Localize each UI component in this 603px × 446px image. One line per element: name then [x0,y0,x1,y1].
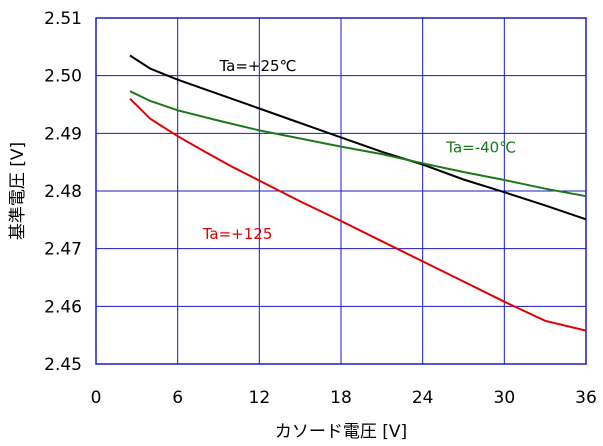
x-tick-label: 12 [249,388,271,408]
y-tick-label: 2.51 [44,9,82,29]
x-tick-label: 6 [172,388,183,408]
x-axis-title: カソード電圧 [V] [275,422,407,442]
y-tick-label: 2.46 [44,297,82,317]
grid-lines [96,18,586,364]
y-tick-label: 2.49 [44,124,82,144]
series-label: Ta=+125 [202,225,273,243]
series-lines [130,56,586,331]
series-line [130,56,586,220]
x-tick-label: 30 [494,388,516,408]
x-tick-label: 36 [575,388,597,408]
y-tick-label: 2.50 [44,67,82,87]
y-axis-ticks: 2.45 2.46 2.47 2.48 2.49 2.50 2.51 [44,9,82,375]
y-axis-title: 基準電圧 [V] [8,142,28,240]
series-label: Ta=+25℃ [218,57,296,75]
x-axis-ticks: 0 6 12 18 24 30 36 [91,388,597,408]
x-tick-label: 24 [412,388,434,408]
x-tick-label: 0 [91,388,102,408]
series-label: Ta=-40℃ [445,138,516,156]
x-tick-label: 18 [330,388,352,408]
y-tick-label: 2.47 [44,240,82,260]
y-tick-label: 2.48 [44,182,82,202]
y-tick-label: 2.45 [44,355,82,375]
